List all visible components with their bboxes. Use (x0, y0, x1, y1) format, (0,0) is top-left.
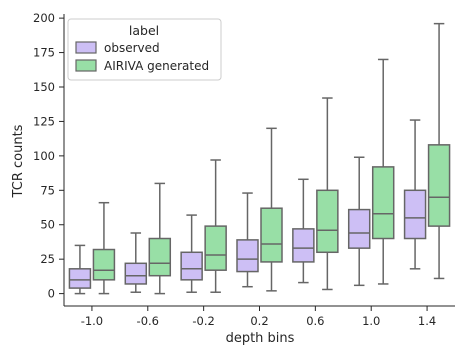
legend-label: observed (104, 41, 160, 55)
legend-title: label (129, 23, 159, 38)
box-airiva-generated-4 (316, 97, 339, 291)
y-tick-label: 150 (33, 80, 55, 94)
box-iqr (124, 262, 148, 285)
box-iqr (260, 207, 283, 263)
box-iqr (180, 251, 203, 281)
y-tick-label: 25 (40, 252, 55, 266)
x-tick-label: -0.6 (137, 314, 159, 328)
box-observed-5 (347, 156, 371, 287)
box-observed-3 (236, 192, 259, 288)
box-airiva-generated-2 (204, 159, 227, 293)
box-iqr (403, 189, 427, 240)
x-tick-label: 0.6 (306, 314, 324, 328)
box-airiva-generated-5 (371, 58, 395, 285)
box-iqr (316, 189, 339, 254)
box-observed-1 (124, 232, 148, 293)
x-tick-label: -1.0 (81, 314, 103, 328)
plot-area (68, 22, 451, 295)
box-iqr (148, 237, 172, 277)
box-iqr (92, 248, 116, 281)
y-tick-label: 75 (40, 183, 55, 197)
box-iqr (427, 144, 451, 227)
box-iqr (292, 228, 315, 263)
axes: 0 25 50 75 100 125 150 175 200 -1.0 -0.6 -0.2 0.2 0.6… (33, 11, 455, 328)
box-observed-6 (403, 119, 427, 270)
x-tick-label: 0.2 (250, 314, 268, 328)
box-observed-2 (180, 214, 203, 293)
y-tick-label: 175 (33, 46, 55, 60)
legend-swatch (75, 41, 97, 54)
box-airiva-generated-0 (92, 201, 116, 295)
box-iqr (347, 208, 371, 249)
box-observed-4 (292, 178, 315, 284)
box-airiva-generated-3 (260, 127, 283, 292)
legend-frame (67, 18, 222, 81)
y-tick-label: 125 (33, 114, 55, 128)
box-airiva-generated-6 (427, 22, 451, 280)
y-axis-title: TCR counts (11, 124, 26, 198)
box-iqr (371, 166, 395, 240)
y-tick-label: 50 (40, 218, 55, 232)
legend-swatch (75, 59, 97, 72)
box-airiva-generated-1 (148, 182, 172, 295)
box-iqr (236, 239, 259, 273)
box-observed-0 (68, 244, 92, 295)
x-tick-label: 1.4 (418, 314, 436, 328)
x-axis-title: depth bins (226, 331, 295, 346)
box-iqr (204, 225, 227, 271)
legend-label: AIRIVA generated (104, 59, 209, 73)
legend: label observed AIRIVA generated (67, 18, 222, 81)
y-tick-label: 200 (33, 11, 55, 25)
y-tick-label: 0 (48, 287, 55, 301)
x-tick-label: 1.0 (362, 314, 380, 328)
y-tick-label: 100 (33, 149, 55, 163)
box-iqr (68, 268, 92, 289)
x-tick-label: -0.2 (192, 314, 214, 328)
